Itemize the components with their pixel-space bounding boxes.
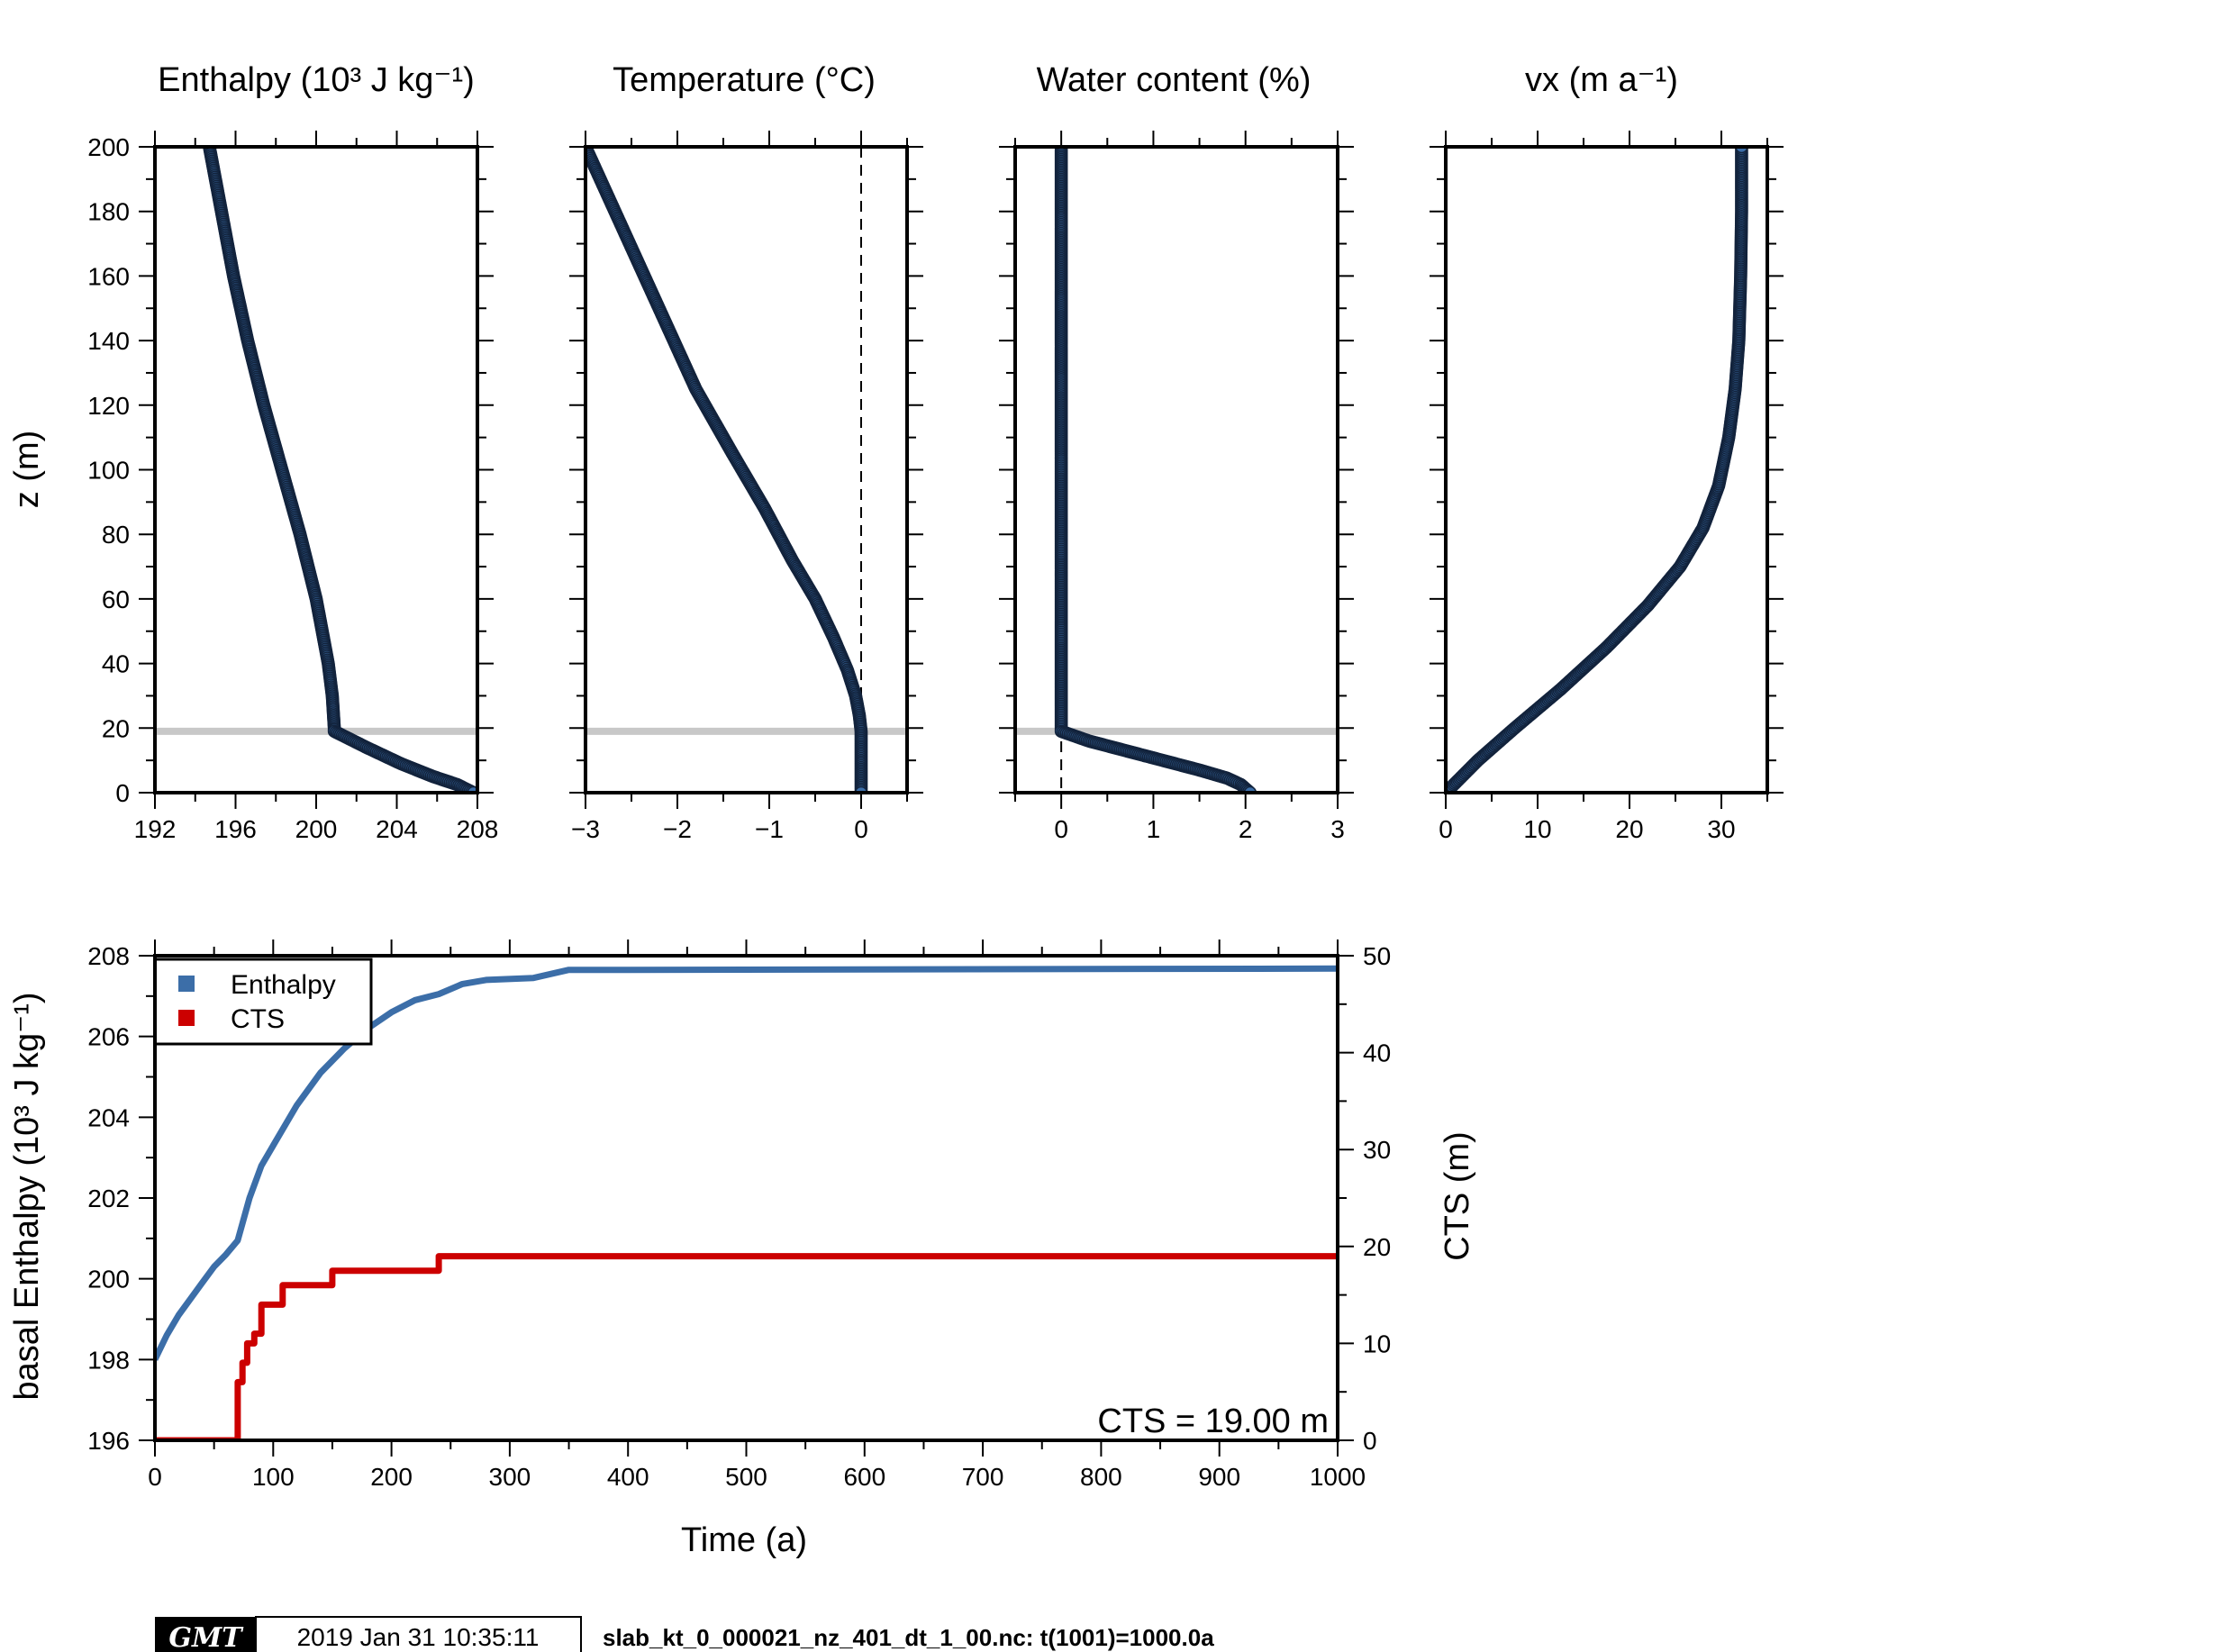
filename-label: slab_kt_0_000021_nz_401_dt_1_00.nc: t(10… bbox=[603, 1624, 1214, 1651]
y-tick-label-0: 100 bbox=[87, 457, 130, 485]
series-line-cts bbox=[155, 1253, 1338, 1440]
y2-tick-label: 10 bbox=[1363, 1330, 1391, 1357]
x-tick-label-4: 800 bbox=[1080, 1463, 1122, 1491]
x-tick-label-4: 1000 bbox=[1310, 1463, 1366, 1491]
y2-tick-label: 20 bbox=[1363, 1233, 1391, 1261]
temperature-profile-panel: Temperature (°C) −3 −2 −1 0 bbox=[569, 61, 923, 843]
series-line-enthalpy bbox=[155, 965, 1338, 1361]
y-tick-label-4: 204 bbox=[87, 1103, 130, 1131]
x-tick-label-0: 200 bbox=[295, 815, 338, 843]
y-tick-label-0: 140 bbox=[87, 327, 130, 355]
y-tick-label-0: 0 bbox=[115, 779, 130, 807]
x-tick-label-0: 208 bbox=[457, 815, 499, 843]
y-tick-label-0: 60 bbox=[102, 585, 130, 613]
x-tick-label-1: −3 bbox=[571, 815, 600, 843]
legend-label-cts: CTS bbox=[231, 1004, 285, 1034]
x-tick-label-0: 196 bbox=[214, 815, 257, 843]
timestamp: 2019 Jan 31 10:35:11 bbox=[297, 1623, 540, 1651]
y-tick-label-0: 120 bbox=[87, 392, 130, 420]
x-tick-label-4: 100 bbox=[252, 1463, 295, 1491]
y-tick-label-0: 200 bbox=[87, 133, 130, 161]
axes-frame-2 bbox=[1013, 145, 1339, 794]
x-tick-label-4: 600 bbox=[843, 1463, 885, 1491]
cts-annotation: CTS = 19.00 m bbox=[1097, 1402, 1329, 1440]
x-tick-label-1: −1 bbox=[755, 815, 784, 843]
y2-tick-label: 0 bbox=[1363, 1427, 1377, 1455]
x-tick-label-0: 204 bbox=[376, 815, 418, 843]
time-axis-label: Time (a) bbox=[681, 1521, 807, 1559]
axes-frame-0 bbox=[153, 145, 479, 794]
gmt-logo-text: GMT bbox=[168, 1622, 244, 1652]
axes-frame-4 bbox=[153, 954, 1339, 1442]
enthalpy-profile-panel: Enthalpy (10³ J kg⁻¹) z (m) 192 196 200 204… bbox=[8, 61, 498, 843]
y-tick-label-0: 40 bbox=[102, 650, 130, 678]
water-content-panel-title: Water content (%) bbox=[1037, 61, 1312, 99]
axes-frame-3 bbox=[1444, 145, 1769, 794]
x-tick-label-4: 500 bbox=[725, 1463, 767, 1491]
y2-tick-label: 40 bbox=[1363, 1039, 1391, 1067]
x-tick-label-4: 400 bbox=[607, 1463, 649, 1491]
y2-tick-label: 30 bbox=[1363, 1136, 1391, 1164]
axes-frame-1 bbox=[584, 145, 909, 794]
x-tick-label-2: 0 bbox=[1054, 815, 1068, 843]
x-tick-label-0: 192 bbox=[134, 815, 177, 843]
gmt-logo bbox=[155, 1617, 256, 1652]
x-tick-label-3: 20 bbox=[1615, 815, 1643, 843]
water-content-profile-panel: Water content (%) 0 1 2 3 bbox=[999, 61, 1354, 843]
legend-swatch-cts bbox=[178, 1010, 195, 1026]
y-tick-label-0: 180 bbox=[87, 198, 130, 226]
x-tick-label-3: 10 bbox=[1523, 815, 1551, 843]
temperature-panel-title: Temperature (°C) bbox=[613, 61, 876, 99]
x-tick-label-3: 30 bbox=[1707, 815, 1735, 843]
y-tick-label-0: 20 bbox=[102, 714, 130, 742]
legend-frame bbox=[153, 958, 373, 1046]
y-tick-label-4: 200 bbox=[87, 1266, 130, 1293]
vx-panel-title: vx (m a⁻¹) bbox=[1525, 61, 1678, 99]
y-tick-label-4: 198 bbox=[87, 1346, 130, 1374]
x-tick-label-3: 0 bbox=[1439, 815, 1453, 843]
footer-stamp: GMT 2019 Jan 31 10:35:11 slab_kt_0_00002… bbox=[155, 1616, 1214, 1652]
x-tick-label-2: 1 bbox=[1147, 815, 1161, 843]
x-tick-label-1: −2 bbox=[663, 815, 692, 843]
legend: Enthalpy CTS bbox=[153, 958, 373, 1046]
x-tick-label-4: 300 bbox=[489, 1463, 531, 1491]
cts-axis-label: CTS (m) bbox=[1439, 1131, 1476, 1261]
y-tick-label-4: 208 bbox=[87, 942, 130, 970]
enthalpy-panel-title: Enthalpy (10³ J kg⁻¹) bbox=[158, 61, 475, 99]
y-tick-label-0: 80 bbox=[102, 521, 130, 549]
legend-swatch-enthalpy bbox=[178, 976, 195, 992]
x-tick-label-4: 900 bbox=[1198, 1463, 1240, 1491]
x-tick-label-1: 0 bbox=[854, 815, 868, 843]
time-series-panel: Time (a) basal Enthalpy (10³ J kg⁻¹) CTS… bbox=[8, 939, 1476, 1559]
x-tick-label-4: 0 bbox=[148, 1463, 162, 1491]
x-tick-label-2: 2 bbox=[1239, 815, 1253, 843]
x-tick-label-4: 200 bbox=[370, 1463, 413, 1491]
y-tick-label-4: 206 bbox=[87, 1023, 130, 1051]
y2-tick-label: 50 bbox=[1363, 942, 1391, 970]
x-tick-label-2: 3 bbox=[1330, 815, 1345, 843]
z-axis-label: z (m) bbox=[8, 431, 46, 509]
y-tick-label-4: 196 bbox=[87, 1427, 130, 1455]
x-tick-label-4: 700 bbox=[962, 1463, 1004, 1491]
y-tick-label-4: 202 bbox=[87, 1185, 130, 1212]
velocity-profile-panel: vx (m a⁻¹) 0 10 20 30 bbox=[1430, 61, 1784, 843]
timestamp-box bbox=[255, 1616, 582, 1652]
basal-enthalpy-axis-label: basal Enthalpy (10³ J kg⁻¹) bbox=[8, 992, 46, 1400]
y-tick-label-0: 160 bbox=[87, 262, 130, 290]
legend-label-enthalpy: Enthalpy bbox=[231, 970, 336, 1000]
